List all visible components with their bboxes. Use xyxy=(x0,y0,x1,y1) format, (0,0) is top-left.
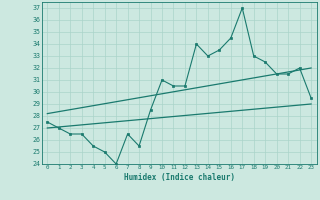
X-axis label: Humidex (Indice chaleur): Humidex (Indice chaleur) xyxy=(124,173,235,182)
